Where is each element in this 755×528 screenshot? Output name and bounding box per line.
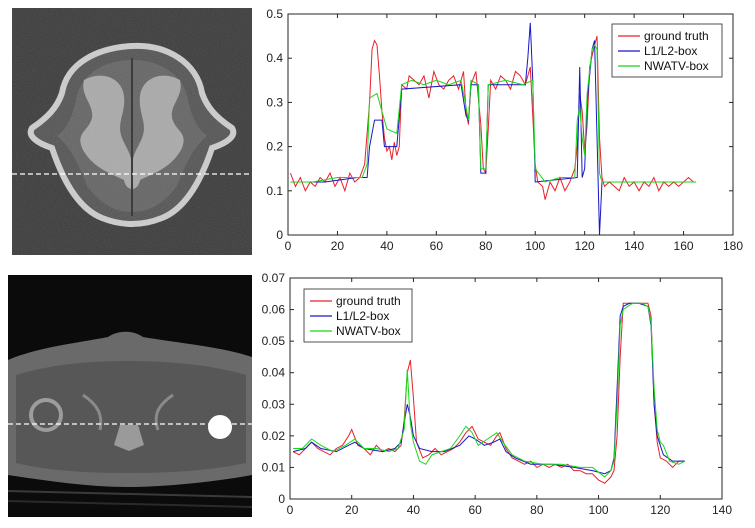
x-tick-label: 120 [650, 503, 670, 517]
profile-chart-top: 0 20 40 60 80 100 120 140 160 180 0 0.1 0.2 0.3 0.4 0.5… [262, 7, 752, 266]
legend-label: L1/L2-box [644, 44, 697, 58]
left-bone [29, 398, 63, 432]
series-line-2 [290, 43, 696, 183]
x-tick-label: 40 [380, 239, 394, 253]
y-tick-label: 0.5 [266, 7, 283, 21]
ct-image-panel [8, 275, 252, 517]
y-tick-label: 0.05 [262, 334, 286, 348]
y-tick-label: 0.2 [266, 140, 283, 154]
x-tick-label: 140 [712, 503, 732, 517]
y-tick-label: 0.4 [266, 51, 283, 65]
x-tick-label: 80 [530, 503, 544, 517]
series-line-2 [293, 302, 686, 478]
legend-label: NWATV-box [644, 59, 709, 73]
y-tick-label: 0.07 [262, 271, 286, 285]
x-tick-label: 140 [624, 239, 644, 253]
legend-label: ground truth [336, 294, 401, 308]
brain-image [12, 8, 252, 255]
y-tick-label: 0.06 [262, 303, 286, 317]
y-tick-label: 0.04 [262, 366, 286, 380]
chart-svg-bottom: 0 20 40 60 80 100 120 140 0 0.01 0.02 0.03 0.04 0.05 0… [262, 271, 733, 517]
x-tick-label: 0 [287, 503, 294, 517]
y-tick-label: 0.3 [266, 95, 283, 109]
legend-label: NWATV-box [336, 324, 401, 338]
y-tick-label: 0.1 [266, 184, 283, 198]
x-tick-label: 100 [589, 503, 609, 517]
x-tick-label: 80 [479, 239, 493, 253]
legend-label: L1/L2-box [336, 309, 389, 323]
y-tick-label: 0.03 [262, 397, 286, 411]
series-line-0 [290, 35, 696, 200]
x-tick-label: 60 [468, 503, 482, 517]
body-inner [16, 361, 246, 473]
x-tick-label: 20 [345, 503, 359, 517]
spine [114, 425, 144, 451]
x-tick-label: 160 [674, 239, 694, 253]
x-tick-label: 100 [525, 239, 545, 253]
y-tick-label: 0.01 [262, 460, 286, 474]
x-tick-label: 20 [331, 239, 345, 253]
profile-chart-bottom: 0 20 40 60 80 100 120 140 0 0.01 0.02 0.03 0.04 0.05 0… [262, 271, 752, 524]
y-tick-label: 0.02 [262, 429, 286, 443]
rib [82, 393, 103, 431]
y-tick-label: 0 [278, 492, 285, 506]
chart-svg-top: 0 20 40 60 80 100 120 140 160 180 0 0.1 0.2 0.3 0.4 0.5… [266, 7, 743, 253]
x-tick-label: 40 [407, 503, 421, 517]
x-tick-label: 0 [285, 239, 292, 253]
brain-image-panel [12, 8, 252, 255]
x-tick-label: 60 [430, 239, 444, 253]
y-tick-label: 0 [276, 228, 283, 242]
ct-image [8, 275, 252, 517]
x-tick-label: 180 [723, 239, 743, 253]
legend-label: ground truth [644, 29, 709, 43]
rib-right [154, 393, 174, 431]
x-tick-label: 120 [575, 239, 595, 253]
bright-spot [208, 415, 232, 439]
